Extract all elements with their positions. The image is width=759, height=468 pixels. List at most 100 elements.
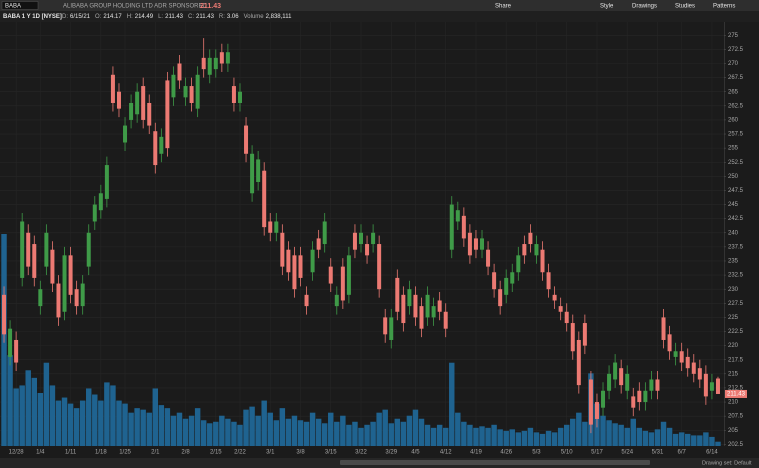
- volume-bar: [255, 415, 261, 446]
- volume-bar: [715, 441, 721, 446]
- candle-body: [56, 283, 61, 318]
- candle-body: [280, 232, 285, 267]
- y-tick-label: 260: [728, 117, 739, 123]
- candle-body: [667, 334, 672, 352]
- y-tick-label: 237.5: [728, 244, 744, 250]
- candle-body: [195, 74, 200, 109]
- volume-bar: [182, 418, 189, 446]
- volume-bar: [315, 418, 322, 446]
- x-tick-label: 4/19: [470, 450, 482, 456]
- volume-bar: [660, 421, 667, 446]
- candle-body: [401, 294, 406, 324]
- candle-body: [8, 328, 13, 357]
- y-tick-label: 212.5: [728, 386, 744, 392]
- price-marker: [725, 389, 747, 398]
- toolbar-button[interactable]: Studies: [675, 4, 695, 10]
- y-tick-label: 255: [728, 146, 739, 152]
- candle-body: [304, 294, 309, 307]
- info-label: R:: [219, 14, 225, 20]
- volume-bar: [600, 415, 606, 446]
- y-tick-label: 247.5: [728, 188, 744, 194]
- volume-bar: [709, 436, 715, 446]
- y-tick-label: 267.5: [728, 75, 744, 81]
- y-tick-label: 232.5: [728, 273, 744, 279]
- volume-bar: [636, 427, 643, 446]
- candle-body: [643, 390, 648, 403]
- volume-bar: [140, 409, 146, 446]
- candle-body: [153, 131, 158, 166]
- candle-body: [231, 86, 236, 103]
- candle-body: [673, 351, 678, 357]
- volume-bar: [557, 427, 564, 446]
- volume-bar: [485, 427, 491, 446]
- volume-bar: [606, 420, 612, 446]
- candle-body: [201, 57, 206, 70]
- volume-bar: [473, 427, 479, 446]
- candle-body: [183, 86, 188, 98]
- toolbar-button[interactable]: Style: [600, 4, 614, 10]
- symbol-input[interactable]: [1, 1, 39, 10]
- volume-bar: [394, 418, 401, 446]
- candle-body: [213, 57, 218, 70]
- candle-body: [352, 232, 357, 250]
- volume-bar: [376, 412, 382, 446]
- volume-bar: [563, 424, 570, 446]
- volume-bar: [612, 423, 618, 446]
- candle-body: [492, 272, 497, 290]
- candle-body: [262, 170, 267, 228]
- candle-body: [274, 221, 279, 233]
- volume-bar: [503, 430, 509, 446]
- volume-bar: [654, 429, 661, 446]
- volume-bar: [479, 426, 485, 446]
- y-tick-label: 217.5: [728, 357, 744, 363]
- candle-body: [607, 373, 612, 391]
- candle-body: [359, 232, 363, 245]
- toolbar-button[interactable]: Drawings: [632, 4, 657, 10]
- candle-body: [74, 289, 79, 307]
- x-tick-label: 5/24: [621, 450, 633, 456]
- volume-bar: [146, 412, 152, 446]
- candle-body: [123, 125, 128, 143]
- volume-bar: [19, 385, 25, 446]
- company-name: ALIBABA GROUP HOLDING LTD ADR SPONSORED: [63, 4, 207, 10]
- volume-bar: [497, 429, 503, 446]
- candle-body: [637, 390, 642, 403]
- volume-bar: [334, 421, 340, 446]
- candle-body: [697, 368, 702, 380]
- volume-bar: [672, 433, 679, 446]
- candle-body: [334, 294, 339, 307]
- volume-bar: [521, 430, 528, 446]
- candle-body: [26, 232, 31, 267]
- candle-body: [383, 317, 388, 335]
- volume-bar: [328, 412, 334, 446]
- candle-body: [92, 204, 97, 222]
- symbol[interactable]: BABA: [5, 4, 21, 10]
- volume-bar: [43, 362, 50, 446]
- y-tick-label: 222.5: [728, 329, 744, 335]
- candle-body: [594, 402, 599, 419]
- candle-body: [147, 102, 152, 126]
- candle-body: [498, 289, 503, 307]
- candle-body: [377, 244, 382, 290]
- volume-bar: [249, 406, 255, 446]
- candle-body: [310, 249, 315, 273]
- volume-bar: [122, 403, 128, 446]
- volume-bar: [243, 409, 249, 446]
- candle-body: [44, 232, 49, 267]
- candle-body: [552, 294, 557, 301]
- candle-body: [510, 272, 515, 284]
- candle-body: [564, 311, 569, 324]
- scrollbar[interactable]: [340, 460, 650, 465]
- candle-body: [655, 379, 660, 391]
- volume-bar: [158, 405, 165, 446]
- x-tick-label: 3/29: [385, 450, 397, 456]
- toolbar-button[interactable]: Share: [495, 4, 512, 10]
- volume-bar: [576, 412, 582, 446]
- toolbar-button[interactable]: Patterns: [713, 4, 735, 10]
- candle-body: [38, 289, 43, 307]
- x-tick-label: 1/11: [65, 450, 77, 456]
- candle-body: [165, 80, 170, 149]
- volume-bar: [110, 385, 116, 446]
- candle-body: [661, 317, 666, 340]
- volume-bar: [551, 432, 558, 446]
